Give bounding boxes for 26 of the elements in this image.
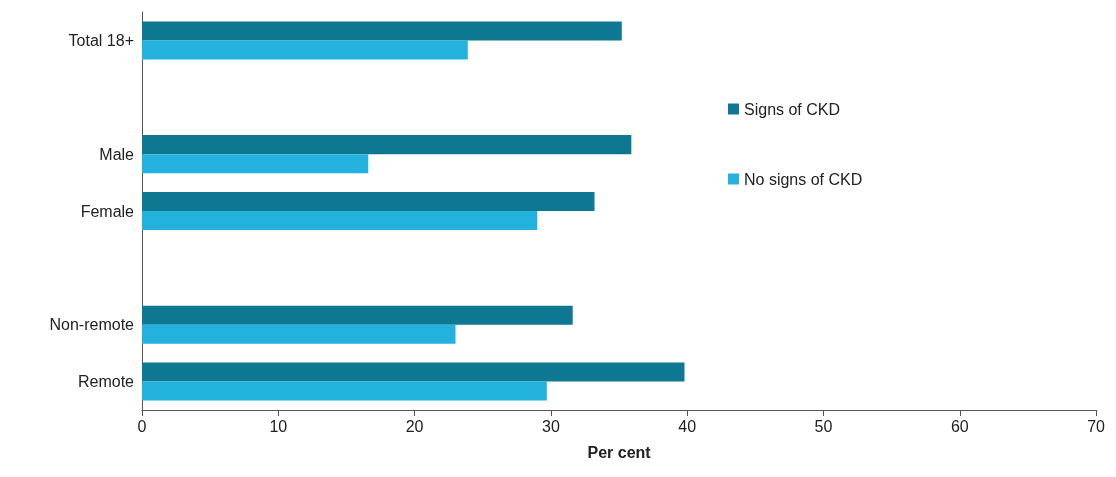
x-tick-label: 30 — [542, 417, 560, 435]
y-tick-label: Remote — [77, 373, 135, 391]
x-axis-title: Per cent — [587, 443, 652, 461]
legend-label: No signs of CKD — [744, 170, 863, 188]
bar — [142, 135, 632, 155]
bar — [142, 305, 573, 325]
bar — [142, 21, 622, 41]
legend-label: Signs of CKD — [744, 100, 841, 118]
bar — [142, 324, 456, 344]
x-tick-label: 50 — [814, 417, 833, 435]
bar — [142, 154, 369, 174]
x-tick-label: 60 — [950, 417, 969, 435]
y-tick-label: Male — [99, 145, 135, 163]
x-tick-label: 0 — [137, 417, 147, 435]
x-tick-label: 70 — [1087, 417, 1106, 435]
x-tick-label: 40 — [678, 417, 697, 435]
y-tick-label: Total 18+ — [68, 31, 134, 49]
y-tick-label: Female — [80, 202, 135, 220]
bar — [142, 191, 595, 211]
bar — [142, 362, 685, 382]
x-tick-label: 20 — [405, 417, 424, 435]
y-tick-label: Non-remote — [49, 316, 135, 334]
bar — [142, 381, 547, 401]
bar — [142, 211, 538, 231]
bar — [142, 40, 468, 60]
x-tick-label: 10 — [269, 417, 288, 435]
